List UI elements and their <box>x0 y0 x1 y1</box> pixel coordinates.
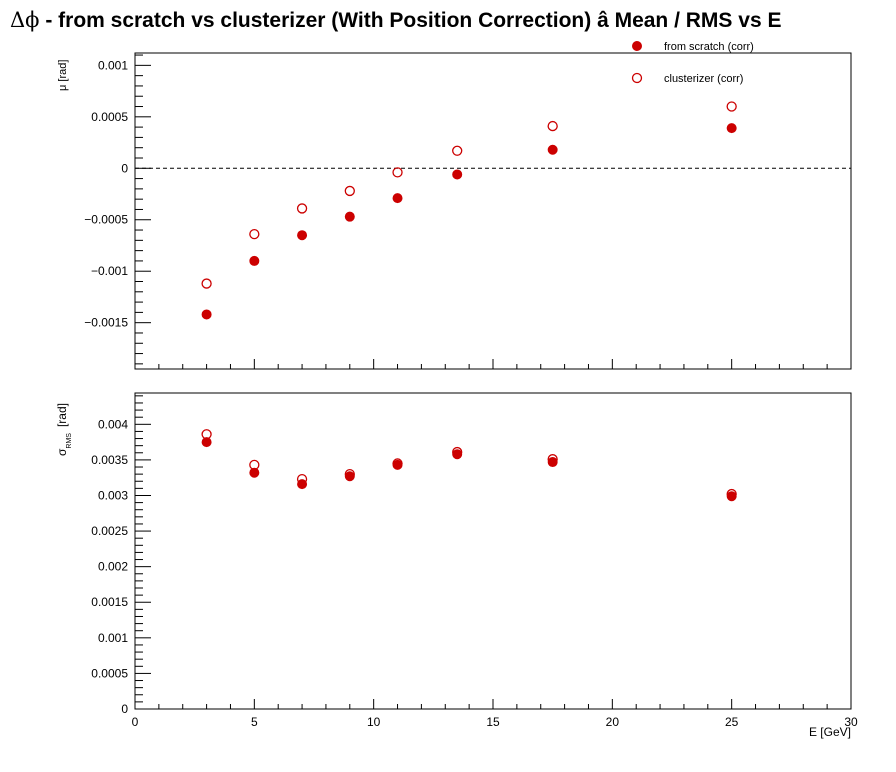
data-point-open <box>547 120 558 132</box>
x-tick-label: 30 <box>844 715 858 729</box>
y-tick-label: −0.0015 <box>84 316 128 330</box>
y-axis-label: μ [rad] <box>57 60 69 91</box>
y-tick-label: 0.0005 <box>91 110 128 124</box>
mean-panel: −0.0015 −0.001 −0.0005 0 0.0005 0.001 μ [rad] <box>57 52 852 370</box>
y-tick-label: 0.003 <box>98 488 128 502</box>
y-tick-label: 0.001 <box>98 58 128 72</box>
plot-frame <box>134 52 852 370</box>
data-point-filled <box>201 309 212 320</box>
data-point-filled <box>344 471 355 482</box>
data-point-open <box>726 101 737 112</box>
data-point-open <box>201 429 212 440</box>
data-point-open <box>547 454 558 465</box>
data-point-open <box>452 145 463 156</box>
data-point-filled <box>726 491 737 502</box>
y-tick-label: 0.0005 <box>91 666 128 680</box>
data-point-filled <box>297 230 308 241</box>
x-tick-label: 15 <box>486 715 500 729</box>
y-axis-label-sub: RMS <box>66 433 73 449</box>
rms-panel: 0 0.0005 0.001 0.0015 0.002 0.0025 0.003 0.0035… <box>55 392 858 739</box>
y-tick-label: 0.002 <box>98 560 128 574</box>
x-tick-label: 10 <box>367 715 381 729</box>
legend-label: clusterizer (corr) <box>664 73 743 85</box>
data-point-filled <box>726 123 737 134</box>
data-point-open <box>726 488 737 500</box>
y-tick-label: 0 <box>121 161 128 175</box>
data-point-open <box>392 458 403 469</box>
data-point-open <box>201 278 212 289</box>
y-tick-label: 0.001 <box>98 631 128 645</box>
x-tick-label: 5 <box>251 715 258 729</box>
data-point-filled <box>392 193 403 204</box>
legend: from scratch (corr) clusterizer (corr) <box>631 41 754 85</box>
data-point-open <box>344 185 355 197</box>
y-tick-label: 0.0025 <box>91 524 128 538</box>
legend-marker-open <box>631 72 643 84</box>
y-tick-label: 0.0035 <box>91 453 128 467</box>
x-tick-label: 0 <box>132 715 139 729</box>
data-point-filled <box>547 457 558 468</box>
y-tick-label: −0.001 <box>91 264 128 278</box>
data-point-filled <box>344 211 355 222</box>
x-tick-label: 20 <box>606 715 620 729</box>
y-tick-label: 0.0015 <box>91 595 128 609</box>
data-point-filled <box>547 144 558 155</box>
y-tick-label: 0.004 <box>98 417 128 431</box>
legend-label: from scratch (corr) <box>664 41 754 53</box>
data-point-open <box>296 203 308 214</box>
legend-marker-filled <box>632 41 642 51</box>
y-axis-label: σRMS [rad] <box>55 403 73 456</box>
title-text: - from scratch vs clusterizer (With Posi… <box>45 9 782 32</box>
chart-title: Δϕ - from scratch vs clusterizer (With P… <box>10 8 781 33</box>
data-point-filled <box>249 467 260 478</box>
data-point-open <box>344 468 355 480</box>
data-point-open <box>249 229 260 240</box>
data-point-open <box>452 446 463 458</box>
plot-frame <box>134 392 852 710</box>
data-point-filled <box>452 169 463 180</box>
y-axis-label-unit: [rad] <box>55 403 69 427</box>
data-point-filled <box>452 449 463 460</box>
x-tick-label: 25 <box>725 715 739 729</box>
x-axis-label: E [GeV] <box>809 725 851 739</box>
y-axis-label-main: σ <box>55 448 69 456</box>
title-symbol: Δϕ <box>10 8 40 32</box>
y-tick-label: −0.0005 <box>84 213 128 227</box>
data-point-open <box>296 473 308 485</box>
data-point-filled <box>201 437 212 448</box>
data-point-filled <box>249 255 260 266</box>
data-point-open <box>249 459 260 471</box>
data-point-open <box>392 167 403 178</box>
y-tick-label: 0 <box>121 702 128 716</box>
